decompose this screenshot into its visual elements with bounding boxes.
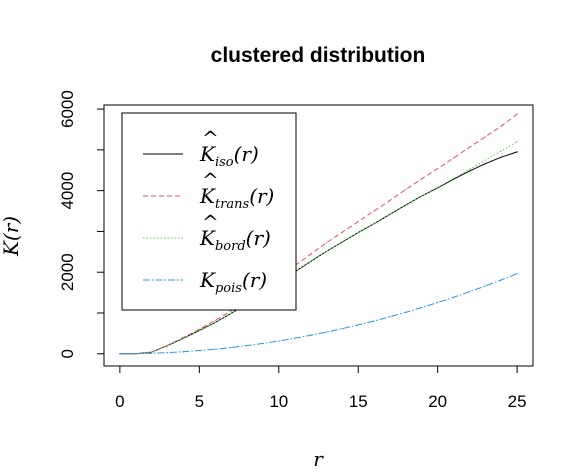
data-point-trans — [405, 188, 407, 191]
data-point-bord — [484, 159, 486, 161]
data-point-pois — [151, 352, 153, 354]
data-point-trans — [230, 310, 232, 312]
x-tick-label: 15 — [349, 392, 368, 411]
data-point-bord — [230, 312, 232, 314]
data-point-pois — [246, 344, 248, 347]
data-point-pois — [325, 331, 328, 333]
data-point-pois — [357, 324, 359, 326]
legend-label-pois: Kpois(r) — [199, 268, 267, 296]
x-tick-label: 25 — [508, 392, 527, 411]
data-point-pois — [373, 320, 375, 322]
data-point-trans — [484, 136, 486, 138]
series-layer — [119, 113, 518, 355]
data-point-pois — [309, 334, 312, 336]
data-point-bord — [357, 232, 359, 234]
legend: Kiso(r)^Ktrans(r)^Kbord(r)^Kpois(r) — [121, 112, 297, 311]
y-axis: 0 2000 4000 6000 — [58, 90, 105, 359]
data-point-pois — [230, 346, 232, 349]
data-point-bord — [198, 329, 200, 332]
data-point-pois — [135, 353, 137, 355]
data-point-bord — [452, 177, 455, 180]
data-point-bord — [389, 213, 391, 215]
x-tick-label: 5 — [195, 392, 204, 411]
legend-hat-trans: ^ — [202, 168, 219, 192]
x-tick-label: 10 — [269, 392, 288, 411]
data-point-bord — [468, 168, 471, 171]
data-point-trans — [389, 199, 391, 202]
data-point-pois — [452, 296, 455, 298]
data-point-iso — [484, 163, 486, 165]
x-axis-label: r — [313, 447, 324, 471]
data-point-bord — [151, 351, 153, 353]
data-point-pois — [278, 340, 280, 342]
chart-title: clustered distribution — [211, 44, 426, 67]
data-point-bord — [325, 250, 328, 253]
data-point-pois — [500, 279, 502, 281]
data-point-bord — [437, 186, 439, 188]
legend-box — [121, 112, 297, 311]
data-point-pois — [119, 353, 121, 355]
data-point-bord — [500, 150, 502, 152]
data-point-bord — [341, 241, 343, 243]
data-point-bord — [516, 141, 518, 143]
data-point-pois — [182, 351, 185, 353]
y-axis-label: K(r) — [0, 216, 23, 257]
legend-label-iso: Kiso(r) — [199, 142, 259, 170]
data-point-pois — [294, 337, 296, 339]
data-point-pois — [262, 342, 264, 345]
legend-hat-iso: ^ — [202, 126, 219, 150]
data-point-bord — [421, 195, 423, 197]
data-point-pois — [484, 285, 486, 287]
data-point-bord — [373, 223, 375, 225]
data-point-trans — [341, 231, 343, 233]
data-point-bord — [405, 204, 407, 206]
series-line-bord — [119, 141, 518, 355]
data-point-pois — [341, 328, 343, 330]
data-point-pois — [468, 291, 471, 293]
data-point-bord — [309, 261, 312, 263]
data-point-iso — [468, 170, 471, 172]
x-tick-label: 20 — [428, 392, 447, 411]
data-point-trans — [373, 210, 375, 212]
data-point-trans — [214, 319, 216, 321]
y-tick-label: 6000 — [58, 90, 77, 128]
data-point-trans — [452, 157, 455, 159]
data-point-bord — [166, 345, 169, 347]
data-point-trans — [516, 113, 518, 115]
y-tick-label: 2000 — [58, 253, 77, 291]
x-axis: 0 5 10 15 20 25 — [115, 365, 527, 411]
data-point-trans — [325, 242, 328, 244]
data-point-pois — [516, 273, 518, 275]
legend-hat-bord: ^ — [202, 210, 219, 234]
series-line-trans — [119, 113, 518, 355]
data-point-iso — [500, 156, 502, 158]
data-point-pois — [214, 348, 216, 350]
data-point-pois — [421, 306, 423, 309]
data-point-trans — [357, 221, 359, 223]
data-point-trans — [198, 328, 200, 330]
data-point-bord — [182, 337, 185, 339]
data-point-trans — [437, 168, 439, 170]
data-point-trans — [309, 253, 312, 255]
y-tick-label: 4000 — [58, 172, 77, 210]
data-point-pois — [198, 349, 200, 352]
data-point-trans — [468, 146, 471, 149]
data-point-bord — [214, 321, 216, 323]
data-point-pois — [389, 316, 391, 318]
data-point-pois — [405, 311, 407, 313]
y-tick-label: 0 — [58, 349, 77, 358]
data-point-iso — [516, 151, 518, 153]
x-tick-label: 0 — [115, 392, 124, 411]
data-point-pois — [437, 301, 439, 304]
data-point-pois — [166, 352, 169, 354]
data-point-trans — [500, 125, 502, 127]
data-point-trans — [421, 178, 423, 180]
legend-label-trans: Ktrans(r) — [199, 184, 274, 212]
legend-label-bord: Kbord(r) — [199, 226, 271, 254]
series-line-pois — [119, 273, 518, 355]
